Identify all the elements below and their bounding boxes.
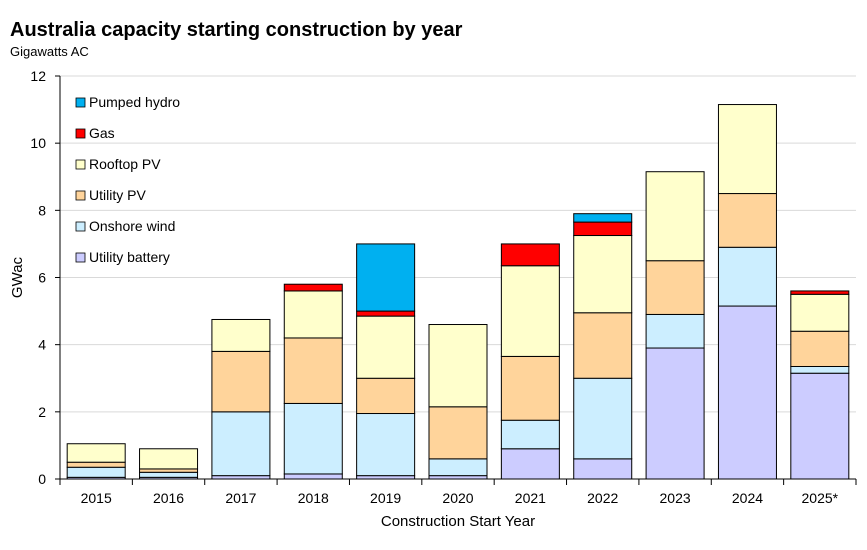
bar-segment (790, 293, 850, 332)
legend-swatch (75, 128, 86, 139)
bar-segment (717, 305, 777, 480)
bar-segment (790, 290, 850, 295)
y-tick-label: 2 (38, 404, 46, 420)
bar-segment (283, 473, 343, 480)
bar-segment (283, 283, 343, 292)
y-tick-label: 10 (30, 135, 46, 151)
bar-segment (645, 347, 705, 480)
bar-segment (790, 330, 850, 367)
bar-segment (500, 419, 560, 450)
bar-segment (500, 355, 560, 421)
legend-swatch (75, 221, 86, 232)
bar-segment (500, 243, 560, 267)
y-tick-label: 6 (38, 270, 46, 286)
bar-segment (428, 475, 488, 480)
y-axis-label: GWac (9, 256, 26, 298)
bar-segment (139, 471, 199, 478)
y-tick-label: 4 (38, 337, 46, 353)
bar-segment (500, 265, 560, 357)
legend-swatch (75, 190, 86, 201)
bar-segment (573, 235, 633, 314)
legend-swatch (75, 97, 86, 108)
x-axis-label: Construction Start Year (381, 513, 535, 530)
bar-segment (428, 406, 488, 460)
legend-swatch (75, 159, 86, 170)
bar-segment (211, 411, 271, 477)
x-tick-label: 2016 (153, 490, 184, 506)
bar-segment (790, 372, 850, 480)
bar-segment (356, 377, 416, 415)
x-tick-label: 2021 (515, 490, 546, 506)
chart-title: Australia capacity starting construction… (10, 19, 463, 41)
bar-segment (283, 402, 343, 475)
bar-segment (790, 365, 850, 374)
bar-segment (66, 461, 126, 468)
x-tick-label: 2017 (225, 490, 256, 506)
bar-segment (428, 324, 488, 408)
bar-segment (211, 350, 271, 413)
bar-segment (283, 337, 343, 404)
bar-segment (717, 246, 777, 307)
bar-segment (573, 213, 633, 223)
bar-segment (645, 171, 705, 262)
bar-segment (356, 413, 416, 477)
x-tick-label: 2024 (732, 490, 763, 506)
legend-swatch (75, 252, 86, 263)
bar-segment (66, 466, 126, 478)
bar-segment (356, 310, 416, 317)
bar-segment (356, 315, 416, 379)
bar-segment (573, 312, 633, 379)
bar-segment (211, 475, 271, 480)
y-tick-label: 12 (30, 68, 46, 84)
x-tick-label: 2020 (442, 490, 473, 506)
x-tick-label: 2018 (298, 490, 329, 506)
legend-label: Rooftop PV (89, 156, 161, 172)
legend-label: Gas (89, 125, 115, 141)
bar-segment (211, 318, 271, 352)
legend-label: Onshore wind (89, 218, 175, 234)
x-tick-label: 2023 (660, 490, 691, 506)
legend-label: Utility PV (89, 187, 146, 203)
bar-segment (283, 290, 343, 339)
bar-segment (356, 243, 416, 312)
legend-label: Pumped hydro (89, 94, 180, 110)
bar-segment (356, 475, 416, 480)
bar-segment (66, 443, 126, 463)
chart-subtitle: Gigawatts AC (10, 44, 89, 59)
bar-segment (428, 458, 488, 477)
bar-segment (573, 221, 633, 237)
bar-segment (573, 377, 633, 460)
bar-segment (717, 104, 777, 195)
x-tick-label: 2022 (587, 490, 618, 506)
bar-segment (645, 313, 705, 349)
legend-label: Utility battery (89, 249, 170, 265)
x-tick-label: 2015 (81, 490, 112, 506)
bar-segment (139, 468, 199, 473)
x-tick-label: 2025* (802, 490, 839, 506)
bar-segment (717, 193, 777, 248)
bar-segment (139, 448, 199, 470)
bar-segment (500, 448, 560, 480)
y-tick-label: 0 (38, 471, 46, 487)
bar-segment (573, 458, 633, 480)
y-tick-label: 8 (38, 202, 46, 218)
x-tick-label: 2019 (370, 490, 401, 506)
bar-segment (645, 260, 705, 315)
